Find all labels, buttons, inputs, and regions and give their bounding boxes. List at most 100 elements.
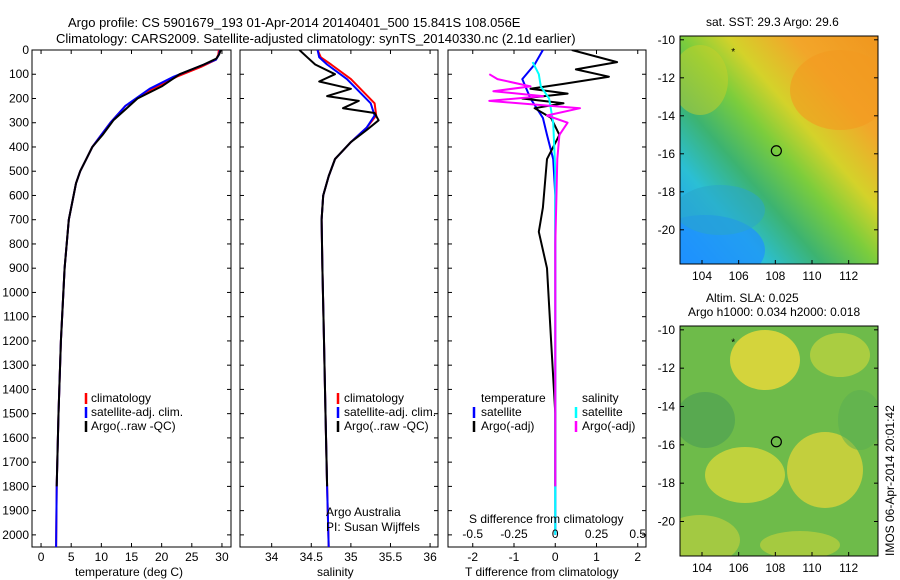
y-tick-label: 1700: [2, 455, 29, 469]
map-x-tick-label: 104: [692, 269, 712, 283]
s-difference-label: S difference from climatology: [469, 512, 624, 526]
map-x-tick-label: 108: [765, 561, 785, 575]
s-tick-label: -0.5: [462, 527, 483, 541]
x-tick-label: 1: [593, 550, 600, 564]
argo-position-marker: [770, 436, 782, 448]
y-tick-label: 1200: [2, 334, 29, 348]
x-tick-label: 35.5: [379, 550, 403, 564]
temperature-axes: 0 5 10 15 20 25 300100200300400500600700800900…: [2, 43, 231, 564]
legend-label-argo: Argo(..raw -QC): [91, 419, 176, 433]
series-line-satellite-adj-clim-: [55, 50, 222, 547]
x-tick-label: 20: [155, 550, 169, 564]
y-tick-label: 1500: [2, 407, 29, 421]
sla-low-region: [838, 390, 878, 450]
x-tick-label: 0: [38, 550, 45, 564]
salinity-panel-frame: [239, 49, 439, 548]
pi-annotation: PI: Susan Wijffels: [326, 520, 420, 534]
sst-map-frame: [679, 35, 879, 265]
y-tick-label: 1100: [3, 310, 29, 324]
x-tick-label: 2: [634, 550, 641, 564]
y-tick-label: 500: [9, 164, 29, 178]
map-x-tick-label: 110: [802, 269, 821, 283]
salinity-legend: climatology satellite-adj. clim. Argo(..…: [336, 391, 436, 433]
map-y-tick-label: -20: [658, 515, 676, 529]
series-line-salinity-satellite: [531, 61, 557, 535]
map-y-tick-label: -14: [658, 400, 676, 414]
temperature-legend: climatology satellite-adj. clim. Argo(..…: [84, 391, 183, 433]
sla-high-region: [730, 330, 800, 390]
legend-header-salinity: salinity: [582, 391, 619, 405]
legend-label-argo: Argo(..raw -QC): [344, 419, 429, 433]
x-tick-label: 5: [68, 550, 75, 564]
map-y-tick-label: -16: [658, 147, 676, 161]
y-tick-label: 700: [9, 213, 29, 227]
map-y-tick-label: -20: [658, 223, 676, 237]
map-y-tick-label: -14: [658, 109, 676, 123]
figure-title-line2: Climatology: CARS2009. Satellite-adjuste…: [56, 31, 576, 46]
sst-map-title: sat. SST: 29.3 Argo: 29.6: [706, 15, 839, 29]
map-y-tick-label: -12: [658, 71, 676, 85]
x-tick-label: 35: [344, 550, 358, 564]
salinity-axes: 34 34.5 35 35.5 36: [240, 49, 438, 564]
sla-map-title-line1: Altim. SLA: 0.025: [706, 291, 799, 305]
y-tick-label: 1800: [2, 479, 29, 493]
sst-map-marks: *: [731, 47, 782, 157]
s-tick-label: -0.25: [500, 527, 528, 541]
y-tick-label: 800: [9, 237, 29, 251]
y-tick-label: 1400: [2, 382, 29, 396]
s-tick-label: 0.25: [585, 527, 609, 541]
s-tick-label: 0: [552, 527, 559, 541]
s-difference-ticks: -0.5 -0.25 0 0.25 0.5: [462, 527, 646, 541]
map-x-tick-label: 110: [802, 561, 821, 575]
map-x-tick-label: 106: [729, 561, 749, 575]
sst-cool-region: [680, 185, 765, 235]
difference-legend-temperature: temperature satellite Argo(-adj): [472, 391, 546, 433]
x-tick-label: 36: [423, 550, 437, 564]
sla-map-marks: *: [731, 337, 782, 448]
x-tick-label: 34.5: [300, 550, 324, 564]
figure-title-line1: Argo profile: CS 5901679_193 01-Apr-2014…: [68, 15, 521, 30]
sla-high-region: [705, 447, 785, 503]
salinity-series: [298, 50, 380, 547]
previous-position-marker: *: [731, 47, 735, 58]
temperature-series: [55, 50, 222, 547]
x-tick-label: 10: [95, 550, 109, 564]
salinity-xlabel: salinity: [317, 565, 354, 579]
series-line-argo-raw-qc-: [298, 50, 380, 487]
map-x-tick-label: 112: [839, 269, 858, 283]
y-tick-label: 1900: [2, 504, 29, 518]
legend-label-t-satellite: satellite: [481, 405, 522, 419]
series-line-temperature-satellite: [521, 50, 557, 535]
t-difference-xlabel: T difference from climatology: [465, 565, 619, 579]
sla-map-field: [680, 326, 878, 556]
y-tick-label: 0: [22, 43, 29, 57]
map-y-tick-label: -18: [658, 476, 676, 490]
map-y-tick-label: -12: [658, 361, 676, 375]
difference-axes: -2 -1 0 1 2: [448, 49, 646, 564]
imos-credit: IMOS 06-Apr-2014 20:01:42: [883, 405, 897, 556]
sla-high-region: [810, 333, 870, 377]
y-tick-label: 300: [9, 116, 29, 130]
legend-label-satellite: satellite-adj. clim.: [91, 405, 183, 419]
sla-high-region: [760, 531, 840, 556]
y-tick-label: 1000: [2, 285, 29, 299]
sla-low-region: [680, 392, 735, 448]
series-line-argo-raw-qc-: [55, 50, 222, 487]
map-y-tick-label: -10: [658, 323, 676, 337]
sla-high-region: [680, 515, 740, 556]
y-tick-label: 100: [9, 67, 29, 81]
legend-label-climatology: climatology: [344, 391, 404, 405]
map-x-tick-label: 106: [729, 269, 749, 283]
y-tick-label: 200: [9, 91, 29, 105]
map-x-tick-label: 104: [692, 561, 712, 575]
temperature-panel-frame: [31, 49, 232, 548]
argo-australia-annotation: Argo Australia: [326, 505, 401, 519]
sst-map-field: [680, 36, 878, 264]
sla-high-region: [787, 432, 863, 508]
s-tick-label: 0.5: [629, 527, 646, 541]
x-tick-label: 0: [552, 550, 559, 564]
sla-map-title-line2: Argo h1000: 0.034 h2000: 0.018: [688, 305, 860, 319]
y-tick-label: 900: [9, 261, 29, 275]
sst-map-axes: 104 106 108 110 112 -10 -12 -14 -16 -18 -20: [658, 33, 878, 283]
